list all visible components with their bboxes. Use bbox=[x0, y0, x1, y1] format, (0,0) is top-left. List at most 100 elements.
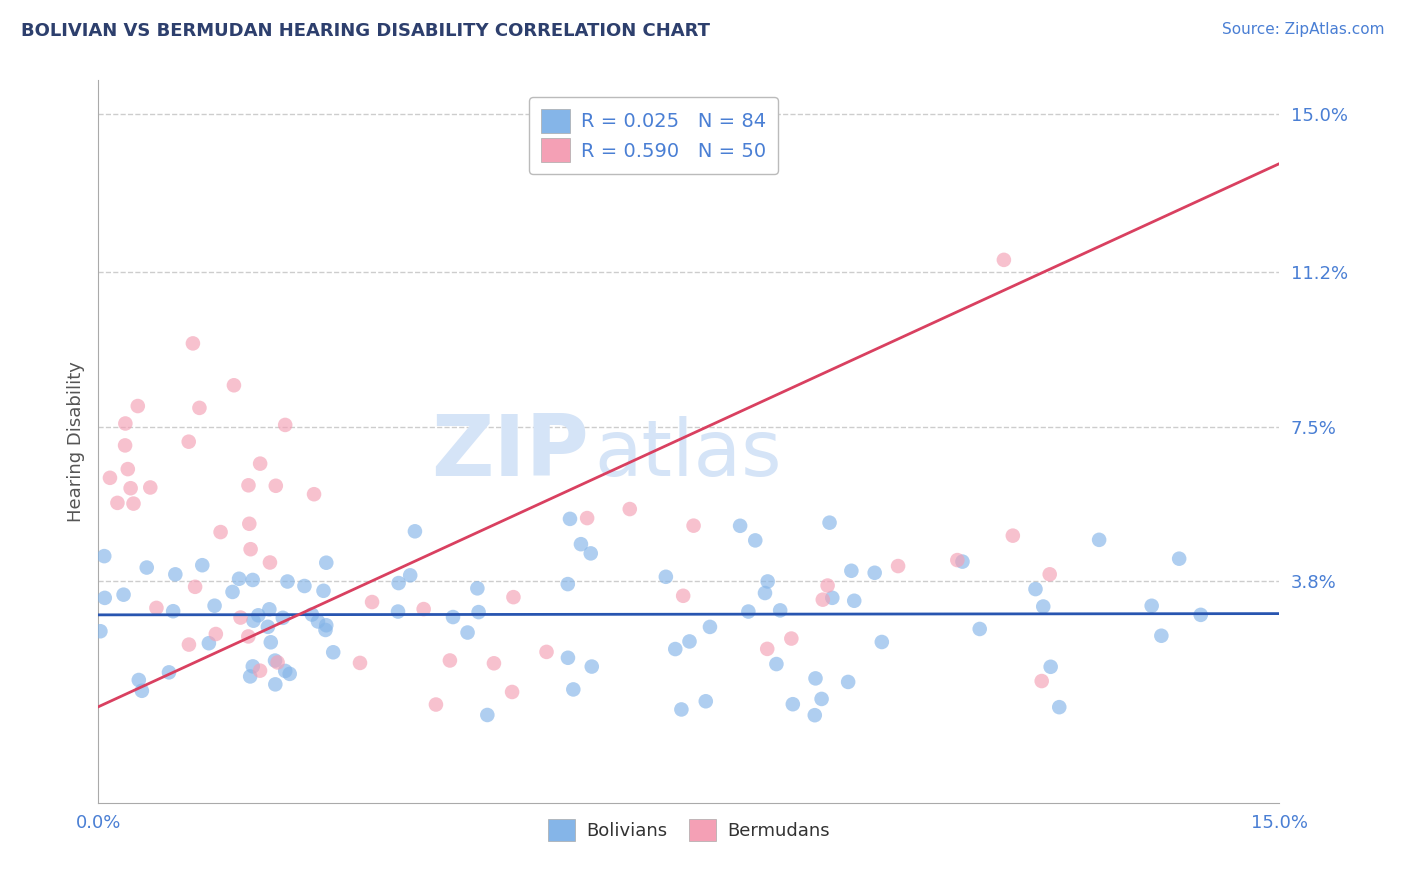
Point bbox=[117, 462, 139, 476]
Point bbox=[769, 603, 792, 617]
Point bbox=[145, 600, 167, 615]
Point bbox=[699, 620, 721, 634]
Point bbox=[177, 638, 200, 652]
Point bbox=[467, 582, 489, 596]
Point bbox=[157, 665, 180, 680]
Point bbox=[678, 634, 700, 648]
Legend: Bolivians, Bermudans: Bolivians, Bermudans bbox=[541, 812, 837, 848]
Point bbox=[412, 602, 434, 616]
Point bbox=[737, 605, 759, 619]
Point bbox=[482, 657, 505, 671]
Point bbox=[112, 588, 135, 602]
Point bbox=[184, 580, 207, 594]
Point bbox=[579, 546, 602, 560]
Point bbox=[314, 623, 336, 637]
Point bbox=[198, 636, 221, 650]
Point bbox=[671, 702, 693, 716]
Point bbox=[264, 677, 287, 691]
Point bbox=[204, 599, 226, 613]
Point bbox=[863, 566, 886, 580]
Point bbox=[811, 592, 834, 607]
Point bbox=[238, 478, 260, 492]
Point bbox=[127, 399, 149, 413]
Point bbox=[821, 591, 844, 605]
Point bbox=[804, 672, 827, 686]
Point bbox=[844, 594, 866, 608]
Point bbox=[818, 516, 841, 530]
Point bbox=[221, 585, 243, 599]
Point bbox=[870, 635, 893, 649]
Point bbox=[238, 629, 260, 643]
Point bbox=[249, 664, 271, 678]
Point bbox=[242, 614, 264, 628]
Point bbox=[946, 553, 969, 567]
Point bbox=[222, 378, 245, 392]
Y-axis label: Hearing Disability: Hearing Disability bbox=[66, 361, 84, 522]
Point bbox=[1168, 551, 1191, 566]
Point bbox=[1150, 629, 1173, 643]
Point bbox=[477, 708, 499, 723]
Point bbox=[107, 496, 129, 510]
Point bbox=[114, 417, 136, 431]
Point bbox=[266, 656, 288, 670]
Point bbox=[1088, 533, 1111, 547]
Point bbox=[89, 624, 111, 639]
Point bbox=[301, 607, 323, 622]
Point bbox=[558, 512, 581, 526]
Point bbox=[425, 698, 447, 712]
Point bbox=[1032, 599, 1054, 614]
Point bbox=[259, 556, 281, 570]
Point bbox=[664, 642, 686, 657]
Point bbox=[257, 620, 280, 634]
Point bbox=[619, 502, 641, 516]
Point bbox=[993, 252, 1015, 267]
Text: atlas: atlas bbox=[595, 416, 782, 491]
Point bbox=[388, 576, 411, 591]
Point bbox=[1001, 529, 1024, 543]
Point bbox=[557, 650, 579, 665]
Point bbox=[165, 567, 187, 582]
Point bbox=[810, 692, 832, 706]
Point bbox=[315, 556, 337, 570]
Point bbox=[576, 511, 599, 525]
Point bbox=[439, 653, 461, 667]
Point bbox=[247, 608, 270, 623]
Point bbox=[837, 675, 859, 690]
Point bbox=[276, 574, 298, 589]
Point bbox=[817, 578, 839, 592]
Point bbox=[557, 577, 579, 591]
Point bbox=[467, 605, 489, 619]
Point bbox=[209, 524, 232, 539]
Point bbox=[249, 457, 271, 471]
Point bbox=[114, 438, 136, 452]
Point bbox=[782, 697, 804, 711]
Point bbox=[502, 590, 524, 604]
Point bbox=[274, 664, 297, 678]
Point bbox=[205, 627, 228, 641]
Point bbox=[1140, 599, 1163, 613]
Point bbox=[441, 610, 464, 624]
Point bbox=[569, 537, 592, 551]
Point bbox=[239, 542, 262, 557]
Point bbox=[682, 518, 704, 533]
Point bbox=[239, 669, 262, 683]
Point bbox=[756, 574, 779, 589]
Point bbox=[404, 524, 426, 539]
Point bbox=[259, 602, 281, 616]
Point bbox=[274, 417, 297, 432]
Point bbox=[952, 555, 974, 569]
Point bbox=[128, 673, 150, 687]
Point bbox=[229, 610, 252, 624]
Point bbox=[672, 589, 695, 603]
Point bbox=[322, 645, 344, 659]
Point bbox=[181, 336, 204, 351]
Point bbox=[501, 685, 523, 699]
Point bbox=[294, 579, 316, 593]
Point bbox=[803, 708, 825, 723]
Point bbox=[536, 645, 558, 659]
Point bbox=[98, 471, 121, 485]
Point bbox=[264, 654, 287, 668]
Point bbox=[242, 573, 264, 587]
Point bbox=[457, 625, 479, 640]
Point bbox=[278, 666, 301, 681]
